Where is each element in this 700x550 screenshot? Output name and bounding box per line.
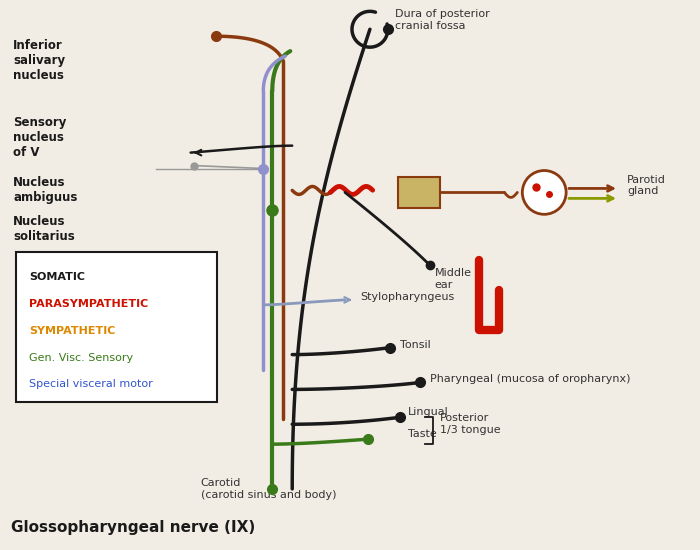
Circle shape	[522, 170, 566, 214]
FancyBboxPatch shape	[398, 177, 440, 208]
Text: Nucleus
ambiguus: Nucleus ambiguus	[13, 175, 78, 204]
Text: Middle
ear: Middle ear	[435, 268, 472, 290]
FancyBboxPatch shape	[16, 252, 216, 403]
Text: Taste: Taste	[408, 429, 437, 439]
Text: Lingual: Lingual	[408, 408, 449, 417]
Text: SYMPATHETIC: SYMPATHETIC	[29, 326, 116, 336]
Text: Dura of posterior
cranial fossa: Dura of posterior cranial fossa	[395, 9, 489, 31]
Text: PARASYMPATHETIC: PARASYMPATHETIC	[29, 299, 148, 309]
Text: Glossopharyngeal nerve (IX): Glossopharyngeal nerve (IX)	[11, 520, 255, 535]
Text: Posterior
1/3 tongue: Posterior 1/3 tongue	[440, 414, 500, 435]
Text: Pharyngeal (mucosa of oropharynx): Pharyngeal (mucosa of oropharynx)	[430, 375, 630, 384]
Text: Stylopharyngeus: Stylopharyngeus	[360, 292, 454, 302]
Text: Tonsil: Tonsil	[400, 340, 430, 350]
Text: Sensory
nucleus
of V: Sensory nucleus of V	[13, 116, 66, 159]
Text: Special visceral motor: Special visceral motor	[29, 379, 153, 389]
Text: SOMATIC: SOMATIC	[29, 272, 85, 282]
Text: Carotid
(carotid sinus and body): Carotid (carotid sinus and body)	[201, 478, 336, 500]
Text: Parotid
gland: Parotid gland	[627, 175, 666, 196]
Text: Inferior
salivary
nucleus: Inferior salivary nucleus	[13, 39, 66, 82]
Text: Gen. Visc. Sensory: Gen. Visc. Sensory	[29, 353, 134, 362]
Text: Nucleus
solitarius: Nucleus solitarius	[13, 215, 75, 243]
